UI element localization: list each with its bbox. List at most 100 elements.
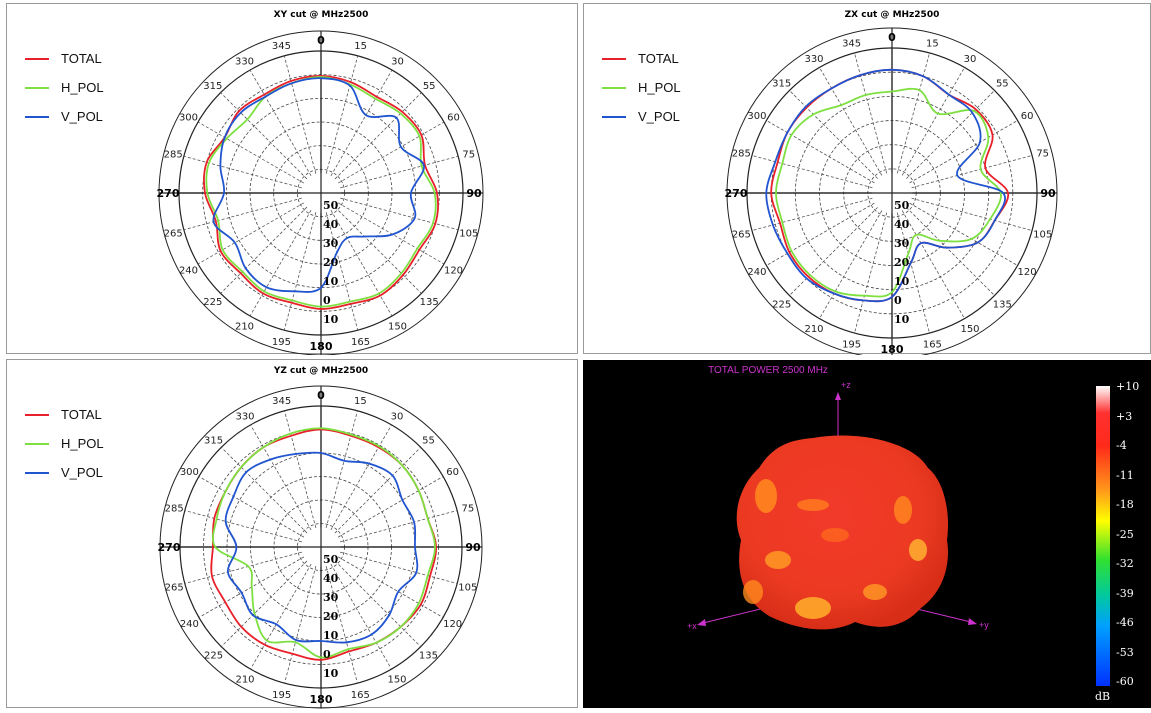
xy-cut-panel: XY cut @ MHz2500 0 15 30 55 60 75 90 105 120 135 15… <box>6 3 578 355</box>
grid-spoke <box>184 551 303 584</box>
legend-swatch-h-pol <box>602 86 626 89</box>
angle-tick-label: 210 <box>235 322 254 333</box>
angle-tick-label: 120 <box>444 266 463 277</box>
radial-tick-label: 40 <box>323 218 339 231</box>
pattern-patch <box>765 551 791 569</box>
radiation-3d-view: +z +x +y <box>687 380 1110 686</box>
radial-tick-label: 30 <box>894 237 910 250</box>
legend-swatch-total <box>25 57 49 60</box>
angle-tick-label: 330 <box>804 54 823 65</box>
angle-tick-label: 90 <box>1040 187 1056 200</box>
pattern-patch <box>795 597 831 619</box>
legend-label: V_POL <box>61 465 103 480</box>
angle-tick-label: 265 <box>164 229 183 240</box>
colorbar-tick-label: -39 <box>1116 586 1134 600</box>
grid-spoke <box>854 212 888 334</box>
radial-tick-label: 0 <box>894 294 902 307</box>
colorbar-tick-label: -53 <box>1116 645 1134 659</box>
pattern-patch <box>894 496 912 524</box>
grid-spoke <box>283 55 317 174</box>
pattern-patch <box>909 539 927 561</box>
grid-spoke <box>220 92 308 180</box>
angle-tick-label: 150 <box>960 324 979 335</box>
angle-tick-label: 15 <box>354 396 367 407</box>
grid-spoke <box>221 560 308 647</box>
angle-tick-label: 315 <box>203 81 222 92</box>
radial-tick-label: 10 <box>894 275 910 288</box>
series-line-v-pol <box>765 68 1006 303</box>
angle-tick-label: 180 <box>310 340 333 353</box>
radial-tick-label: 10 <box>894 313 910 326</box>
grid-spoke <box>250 563 312 670</box>
grid-spoke <box>325 55 359 174</box>
legend-item-h-pol: H_POL <box>25 429 104 458</box>
chart-title: XY cut @ MHz2500 <box>274 10 369 20</box>
angle-tick-label: 300 <box>180 467 199 478</box>
angle-tick-label: 135 <box>420 297 439 308</box>
angle-tick-label: 30 <box>391 56 404 67</box>
xy-cut-polar-chart: XY cut @ MHz2500 0 15 30 55 60 75 90 105 120 135 15… <box>157 10 484 355</box>
total-power-3d-panel: TOTAL POWER 2500 MHz +z +x +y <box>583 360 1151 708</box>
angle-tick-label: 75 <box>462 149 475 160</box>
colorbar <box>1096 386 1110 686</box>
grid-spoke <box>906 207 995 296</box>
angle-tick-label: 90 <box>465 541 481 554</box>
radial-tick-label: 30 <box>323 591 339 604</box>
angle-tick-label: 210 <box>804 324 823 335</box>
grid-spoke <box>751 155 873 189</box>
angle-tick-label: 285 <box>164 149 183 160</box>
xy-cut-legend: TOTAL H_POL V_POL <box>25 44 104 131</box>
zx-cut-legend: TOTAL H_POL V_POL <box>602 44 681 131</box>
grid-spoke <box>901 67 965 176</box>
radial-tick-label: 50 <box>323 199 339 212</box>
angle-tick-label: 195 <box>272 690 291 701</box>
radial-tick-label: 10 <box>323 275 339 288</box>
radial-tick-label: 40 <box>894 218 910 231</box>
series-line-h-pol <box>205 76 437 308</box>
angle-tick-label: 165 <box>923 340 942 351</box>
series-line-v-pol <box>212 77 425 293</box>
grid-spoke <box>197 202 304 265</box>
grid-spoke <box>249 210 312 317</box>
radial-tick-label: 10 <box>323 667 339 680</box>
grid-spoke <box>284 565 317 684</box>
angle-tick-label: 120 <box>443 619 462 630</box>
zx-cut-panel: ZX cut @ MHz2500 0 15 30 55 60 75 90 105 120 135 15… <box>583 3 1151 355</box>
radial-tick-label: 0 <box>323 648 331 661</box>
angle-tick-label: 330 <box>235 56 254 67</box>
legend-item-total: TOTAL <box>25 44 104 73</box>
angle-tick-label: 105 <box>459 229 478 240</box>
angle-tick-label: 75 <box>1036 149 1049 160</box>
legend-label: H_POL <box>61 436 104 451</box>
grid-spoke <box>896 52 930 174</box>
angle-tick-label: 30 <box>391 411 404 422</box>
angle-tick-label: 315 <box>204 436 223 447</box>
grid-spoke <box>340 197 459 231</box>
yz-cut-panel: YZ cut @ MHz2500 0 15 30 55 60 75 90 105 120 135 15… <box>6 359 578 709</box>
grid-spoke <box>183 197 302 231</box>
angle-tick-label: 240 <box>180 619 199 630</box>
grid-spoke <box>183 155 302 189</box>
pattern-patch <box>755 479 777 513</box>
grid-spoke <box>339 551 458 584</box>
angle-tick-label: 55 <box>423 81 436 92</box>
grid-spoke <box>197 121 304 184</box>
angle-tick-label: 270 <box>725 187 748 200</box>
angle-tick-label: 60 <box>1021 111 1034 122</box>
grid-spoke <box>909 120 1018 184</box>
angle-tick-label: 300 <box>747 111 766 122</box>
angle-tick-label: 15 <box>926 38 939 49</box>
grid-spoke <box>330 69 393 176</box>
legend-label: TOTAL <box>61 407 102 422</box>
colorbar-tick-label: +3 <box>1116 409 1133 423</box>
angle-tick-label: 225 <box>772 299 791 310</box>
grid-spoke <box>819 210 883 319</box>
grid-spoke <box>906 90 995 179</box>
angle-tick-label: 105 <box>458 582 477 593</box>
pattern-patch <box>743 580 763 604</box>
grid-spoke <box>330 210 393 317</box>
pattern-patch <box>863 584 887 600</box>
pattern-patch <box>821 528 849 542</box>
legend-item-total: TOTAL <box>602 44 681 73</box>
legend-label: V_POL <box>638 109 680 124</box>
